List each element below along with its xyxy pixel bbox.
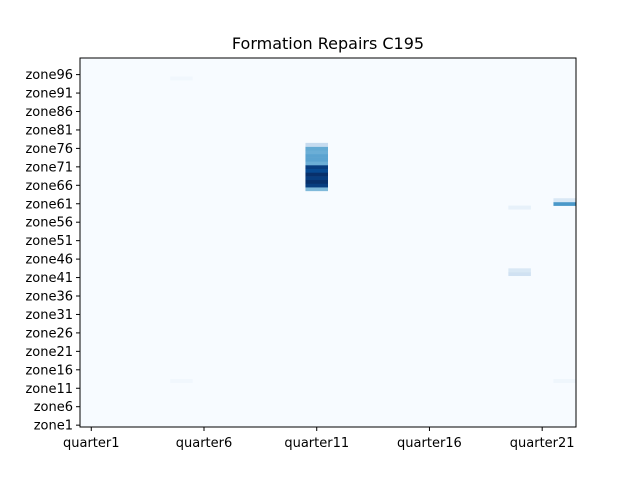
heatmap-cell <box>305 157 328 162</box>
heatmap-cell <box>305 168 328 173</box>
y-tick-label: zone96 <box>25 68 73 83</box>
heatmap-cell <box>553 201 576 206</box>
y-tick-label: zone86 <box>25 105 73 120</box>
x-tick-label: quarter21 <box>510 436 575 451</box>
y-tick-label: zone91 <box>25 87 73 102</box>
y-tick-label: zone16 <box>25 363 73 378</box>
y-tick-label: zone21 <box>25 345 73 360</box>
heatmap-cell <box>305 179 328 184</box>
y-tick-label: zone1 <box>34 419 73 434</box>
x-tick-label: quarter6 <box>176 436 233 451</box>
y-tick-label: zone26 <box>25 326 73 341</box>
y-tick-label: zone71 <box>25 160 73 175</box>
x-tick-label: quarter11 <box>284 436 349 451</box>
plot-frame <box>79 57 577 428</box>
heatmap-cell <box>170 76 193 81</box>
heatmap-cell <box>508 268 531 273</box>
y-tick-label: zone66 <box>25 179 73 194</box>
y-tick-label: zone56 <box>25 216 73 231</box>
heatmap-cell <box>508 205 531 210</box>
y-tick-label: zone41 <box>25 271 73 286</box>
y-tick-label: zone11 <box>25 382 73 397</box>
heatmap-cell <box>305 146 328 151</box>
heatmap-cell <box>305 165 328 169</box>
y-tick-label: zone76 <box>25 142 73 157</box>
heatmap-cell <box>305 172 328 177</box>
heatmap-cell <box>553 198 576 203</box>
heatmap-cell <box>305 142 328 147</box>
y-axis: zone1 zone6 zone11 zone16 zone21 zone26 zone31… <box>25 68 80 434</box>
heatmap-cell <box>508 272 531 277</box>
heatmap-cell <box>305 183 328 188</box>
y-tick-label: zone81 <box>25 123 73 138</box>
heatmap-cell <box>305 176 328 181</box>
heatmap-cell <box>305 150 328 155</box>
y-tick-label: zone31 <box>25 308 73 323</box>
chart-title: Formation Repairs C195 <box>232 34 424 53</box>
y-tick-label: zone46 <box>25 253 73 268</box>
x-axis: quarter1 quarter6 quarter11 quarter16 quarte… <box>63 427 575 451</box>
heatmap-cell <box>170 379 193 384</box>
y-tick-label: zone6 <box>34 400 73 415</box>
y-tick-label: zone36 <box>25 290 73 305</box>
heatmap-cell <box>305 161 328 166</box>
y-tick-label: zone61 <box>25 197 73 212</box>
y-tick-label: zone51 <box>25 234 73 249</box>
heatmap-cell <box>305 153 328 158</box>
x-tick-label: quarter16 <box>397 436 462 451</box>
heatmap-cells <box>80 58 576 427</box>
heatmap-background <box>80 58 576 427</box>
heatmap-cell <box>553 379 576 384</box>
x-tick-label: quarter1 <box>63 436 120 451</box>
heatmap-cell <box>305 187 328 192</box>
